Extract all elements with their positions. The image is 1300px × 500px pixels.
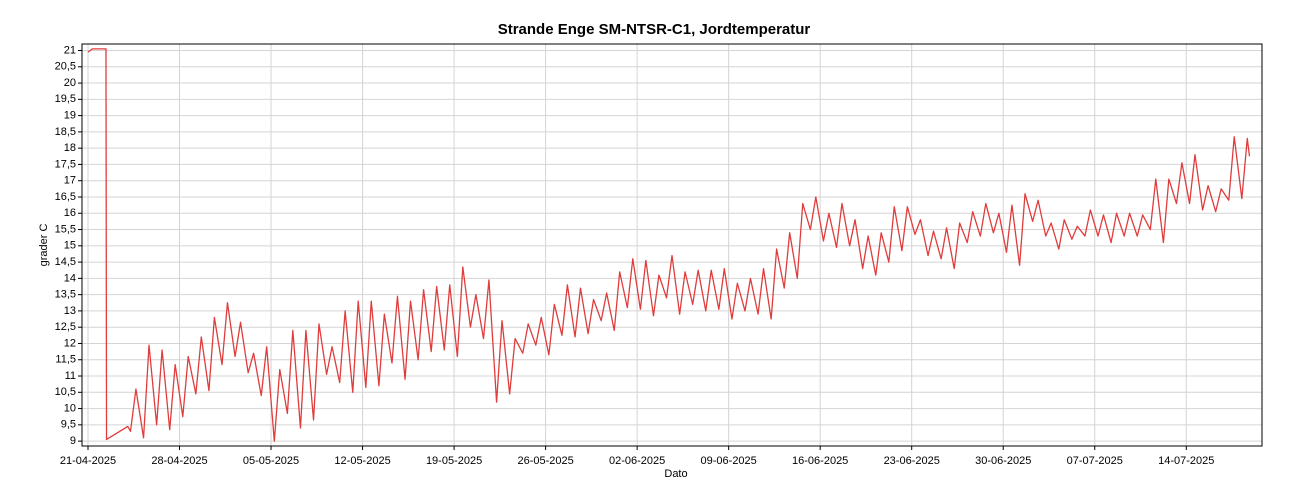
x-tick-label: 23-06-2025	[884, 455, 940, 467]
grid	[82, 44, 1262, 446]
plot	[87, 48, 1251, 442]
x-tick-label: 26-05-2025	[517, 455, 573, 467]
y-axis-label: grader C	[38, 224, 50, 267]
y-tick-label: 17	[64, 175, 76, 187]
x-tick-label: 12-05-2025	[334, 455, 390, 467]
y-tick-label: 16	[64, 207, 76, 219]
y-tick-label: 15	[64, 240, 76, 252]
y-tick-label: 13	[64, 305, 76, 317]
y-tick-label: 14	[64, 272, 76, 284]
y-tick-label: 21	[64, 44, 76, 56]
y-tick-label: 19	[64, 110, 76, 122]
y-tick-label: 10,5	[55, 386, 76, 398]
y-tick-label: 14,5	[55, 256, 76, 268]
y-tick-label: 15,5	[55, 223, 76, 235]
plot-frame	[81, 43, 1263, 447]
x-tick-label: 19-05-2025	[426, 455, 482, 467]
y-tick-label: 18	[64, 142, 76, 154]
y-tick-label: 13,5	[55, 289, 76, 301]
y-tick-label: 17,5	[55, 158, 76, 170]
y-tick-label: 16,5	[55, 191, 76, 203]
data-line	[87, 48, 1251, 442]
x-tick-label: 02-06-2025	[609, 455, 665, 467]
x-tick-label: 28-04-2025	[151, 455, 207, 467]
y-tick-label: 20	[64, 77, 76, 89]
y-tick-label: 19,5	[55, 93, 76, 105]
y-tick-label: 18,5	[55, 126, 76, 138]
y-tick-label: 9,5	[61, 419, 76, 431]
x-tick-label: 30-06-2025	[975, 455, 1031, 467]
y-tick-label: 10	[64, 402, 76, 414]
chart-title: Strande Enge SM-NTSR-C1, Jordtemperatur	[498, 21, 811, 38]
x-tick-label: 07-07-2025	[1067, 455, 1123, 467]
x-tick-label: 05-05-2025	[243, 455, 299, 467]
y-tick-label: 11,5	[55, 354, 76, 366]
x-tick-label: 21-04-2025	[60, 455, 116, 467]
y-tick-label: 20,5	[55, 61, 76, 73]
x-axis-label: Dato	[664, 468, 687, 480]
y-tick-label: 9	[70, 435, 76, 447]
x-tick-label: 16-06-2025	[792, 455, 848, 467]
y-tick-label: 12	[64, 337, 76, 349]
y-tick-label: 11	[65, 370, 76, 382]
x-tick-label: 09-06-2025	[701, 455, 757, 467]
y-tick-label: 12,5	[55, 321, 76, 333]
x-tick-label: 14-07-2025	[1158, 455, 1214, 467]
